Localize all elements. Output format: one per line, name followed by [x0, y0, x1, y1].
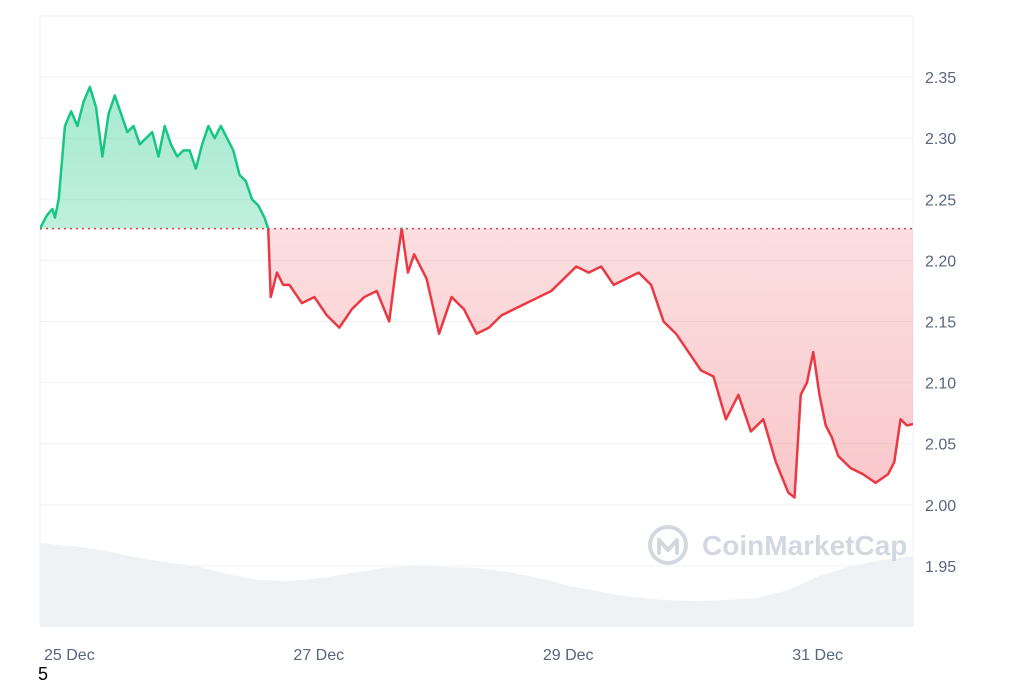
y-tick-label: 2.00 — [925, 498, 956, 515]
y-tick-label: 2.15 — [925, 315, 956, 332]
watermark-text: CoinMarketCap — [702, 530, 907, 561]
y-tick-label: 2.25 — [925, 192, 956, 209]
watermark: CoinMarketCap — [648, 525, 907, 565]
y-tick-label: 2.10 — [925, 376, 956, 393]
y-tick-label: 2.20 — [925, 253, 956, 270]
volume-area-group — [40, 543, 913, 627]
axes: 1.95 2.00 2.05 2.10 2.15 2.20 2.25 2.30 2.35 25 D… — [44, 70, 956, 664]
x-tick-label: 29 Dec — [543, 647, 594, 664]
price-line-below — [40, 228, 913, 499]
x-tick-label: 31 Dec — [792, 647, 843, 664]
volume-area — [40, 543, 913, 627]
x-tick-label: 27 Dec — [293, 647, 344, 664]
watermark-logo — [648, 525, 688, 565]
x-tick-label: 25 Dec — [44, 647, 95, 664]
price-line-above — [40, 85, 403, 229]
watermark-logo-mark — [657, 538, 679, 555]
price-line-group — [40, 85, 913, 499]
footnote: 5 — [38, 664, 49, 684]
y-tick-label: 2.35 — [925, 70, 956, 87]
y-tick-label: 1.95 — [925, 559, 956, 576]
y-tick-label: 2.05 — [925, 437, 956, 454]
y-tick-label: 2.30 — [925, 131, 956, 148]
price-area-below — [40, 228, 913, 498]
